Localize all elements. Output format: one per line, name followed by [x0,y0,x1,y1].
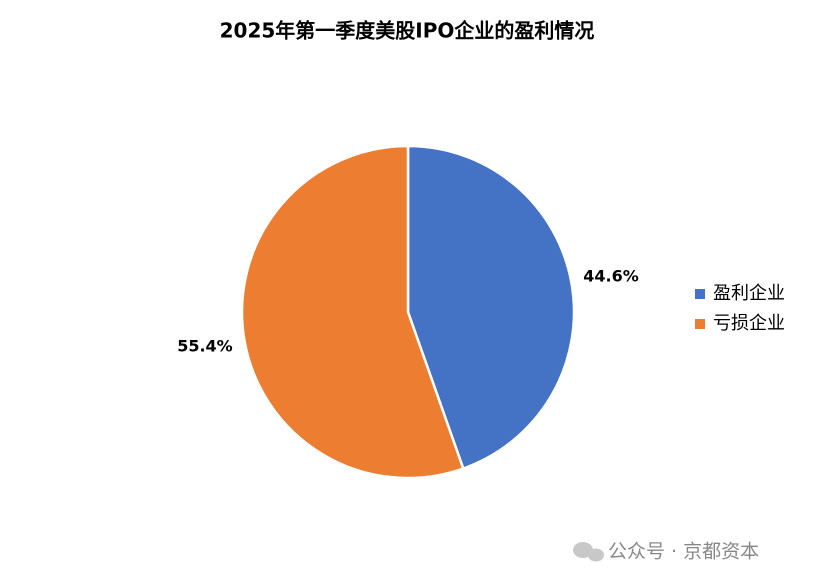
chart-title: 2025年第一季度美股IPO企业的盈利情况 [220,19,595,43]
watermark-icon [573,542,604,562]
legend-label: 亏损企业 [713,313,785,334]
legend-swatch [695,319,705,329]
data-label: 55.4% [177,336,233,355]
legend-swatch [695,289,705,299]
pie-slice [240,144,465,480]
data-label: 44.6% [583,267,639,286]
pie-slice [406,144,576,471]
watermark: 公众号 · 京都资本 [608,541,759,563]
legend-label: 盈利企业 [713,283,785,304]
